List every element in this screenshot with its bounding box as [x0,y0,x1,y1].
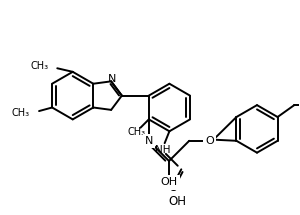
Text: O: O [205,136,214,146]
Text: O: O [168,181,178,194]
Text: CH₃: CH₃ [128,127,146,137]
Text: O: O [169,182,177,192]
Text: CH₃: CH₃ [31,61,49,71]
Text: NH: NH [154,145,170,155]
Text: N: N [108,74,116,84]
Text: OH: OH [160,177,178,187]
Text: CH₃: CH₃ [11,108,29,118]
Text: N: N [145,136,153,146]
Text: OH: OH [169,195,187,208]
